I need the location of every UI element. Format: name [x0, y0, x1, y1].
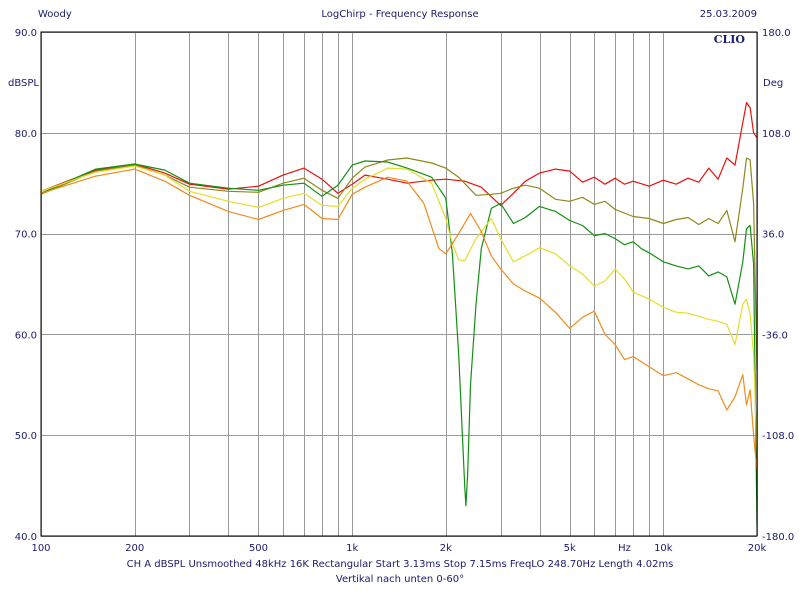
series-line-5 — [40, 168, 758, 471]
x-tick-label: 10k — [654, 543, 673, 554]
x-tick-label: 5k — [564, 543, 576, 554]
grid — [41, 32, 758, 537]
y-tick-label-right: -36.0 — [762, 330, 788, 341]
x-tick-label: 20k — [748, 543, 767, 554]
x-tick-label: 200 — [125, 543, 144, 554]
header-date: 25.03.2009 — [699, 9, 757, 20]
series-line-2 — [40, 157, 758, 370]
y-tick-label-left: 60.0 — [15, 330, 37, 341]
y-tick-label-left: 40.0 — [15, 532, 37, 543]
series-line-3 — [40, 160, 758, 526]
x-tick-label: 1k — [346, 543, 358, 554]
series-line-4 — [40, 165, 758, 456]
series-line-1 — [40, 102, 758, 206]
y-tick-label-right: 36.0 — [762, 230, 784, 241]
series-group — [40, 102, 758, 526]
header-title: LogChirp - Frequency Response — [321, 9, 479, 20]
y-axis-right-label: Deg — [763, 78, 783, 89]
brand-label: CLIO — [714, 33, 746, 46]
y-tick-label-right: -180.0 — [762, 532, 794, 543]
header-left: Woody — [38, 9, 72, 20]
x-tick-label: 500 — [249, 543, 268, 554]
y-tick-label-right: 180.0 — [762, 28, 791, 39]
y-tick-label-right: -108.0 — [762, 431, 794, 442]
y-tick-label-left: 90.0 — [15, 28, 37, 39]
axis-labels: 100 200 500 1k 2k 5k Hz 10k 20k 40.0 50.0 60.0 70.0 8… — [15, 28, 795, 554]
x-tick-label: Hz — [618, 543, 631, 554]
y-tick-label-left: 80.0 — [15, 129, 37, 140]
footer-note: Vertikal nach unten 0-60° — [335, 574, 465, 585]
plot-frame — [40, 31, 758, 537]
footer-settings: CH A dBSPL Unsmoothed 48kHz 16K Rectangu… — [126, 559, 674, 570]
x-tick-label: 2k — [440, 543, 452, 554]
y-axis-left-label: dBSPL — [8, 78, 39, 89]
x-tick-label: 100 — [31, 543, 50, 554]
y-tick-label-left: 70.0 — [15, 230, 37, 241]
y-tick-label-left: 50.0 — [15, 431, 37, 442]
y-tick-label-right: 108.0 — [762, 129, 791, 140]
